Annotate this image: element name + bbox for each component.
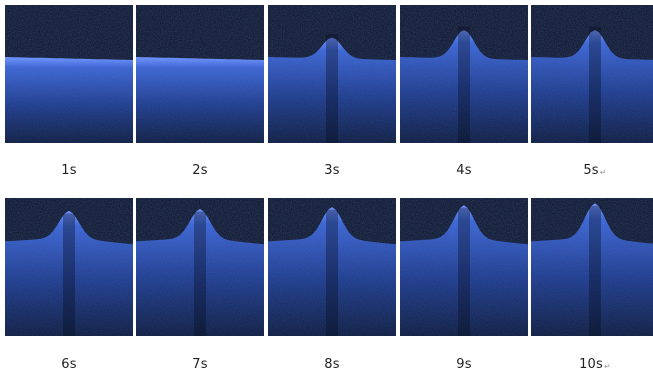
time-text: 2s [192,163,208,178]
return-mark-icon: ↵ [604,362,611,371]
oct-frame-7 [136,198,264,336]
frame-time-label: 8s [268,357,396,372]
time-text: 4s [456,163,472,178]
frame-time-label: 10s↵ [531,357,653,372]
oct-frame-3 [268,5,396,143]
frame-time-label: 5s↵ [531,163,653,178]
time-text: 5s [583,163,599,178]
frame-time-label: 7s [136,357,264,372]
oct-frame-4 [400,5,528,143]
time-text: 8s [324,357,340,372]
oct-frame-8 [268,198,396,336]
time-text: 9s [456,357,472,372]
frame-time-label: 2s [136,163,264,178]
time-text: 6s [61,357,77,372]
time-text: 7s [192,357,208,372]
frame-time-label: 3s [268,163,396,178]
oct-frame-6 [5,198,133,336]
oct-frame-2 [136,5,264,143]
time-text: 1s [61,163,77,178]
frame-time-label: 9s [400,357,528,372]
frame-time-label: 6s [5,357,133,372]
oct-frame-1 [5,5,133,143]
oct-frame-10 [531,198,653,336]
oct-frame-5 [531,5,653,143]
return-mark-icon: ↵ [599,168,607,177]
oct-frame-9 [400,198,528,336]
time-text: 10s [579,357,603,372]
frame-time-label: 4s [400,163,528,178]
time-text: 3s [324,163,340,178]
frame-time-label: 1s [5,163,133,178]
